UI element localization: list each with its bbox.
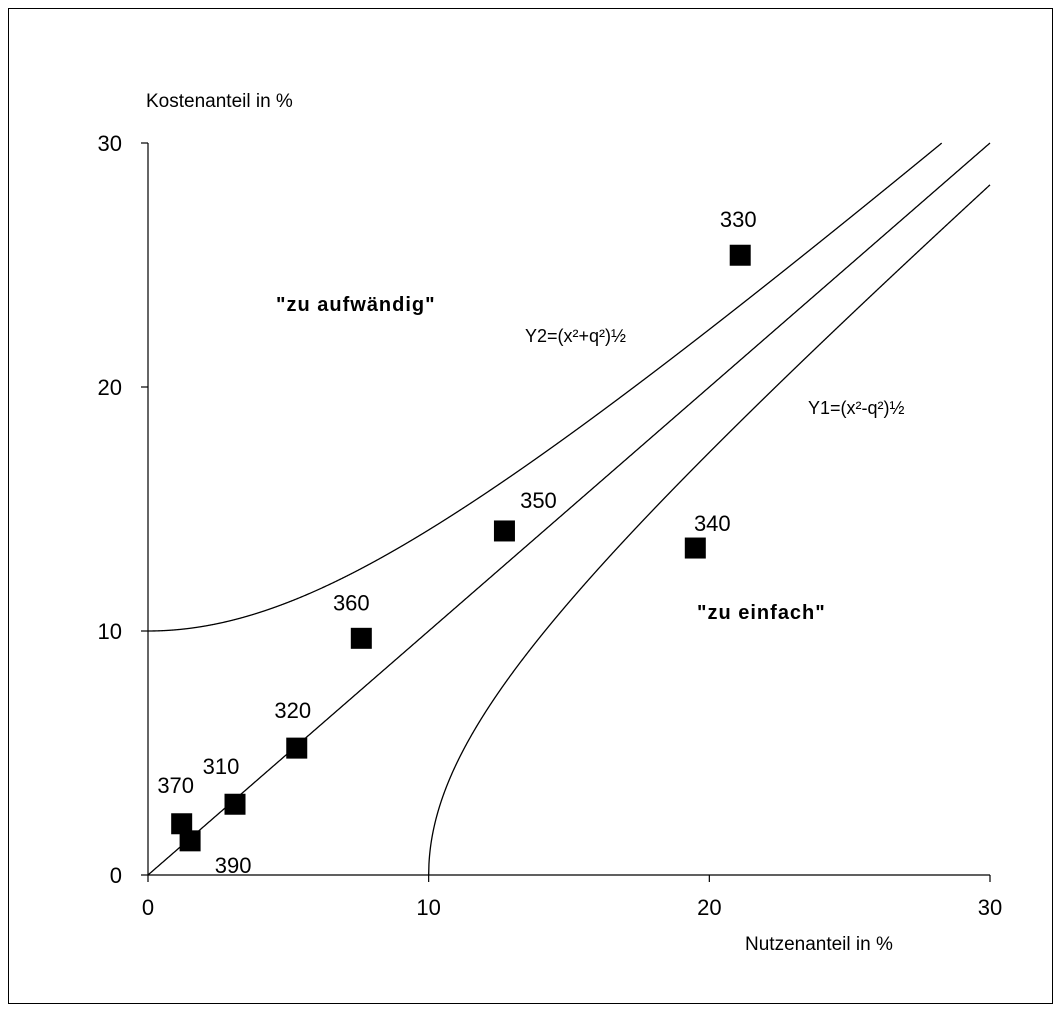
point-label-330: 330 (720, 207, 757, 232)
point-label-320: 320 (274, 698, 311, 723)
y-tick-label: 10 (98, 619, 122, 644)
y-tick-label: 20 (98, 375, 122, 400)
curve-label-y2: Y2=(x²+q²)½ (525, 326, 626, 346)
data-point-370 (171, 813, 193, 835)
y-tick-label: 30 (98, 131, 122, 156)
curve-y2 (148, 142, 943, 632)
curves (147, 142, 991, 876)
point-label-370: 370 (157, 773, 194, 798)
data-point-350 (493, 520, 515, 542)
curve-diagonal (147, 142, 991, 876)
axes (147, 143, 990, 876)
data-point-360 (350, 627, 372, 649)
x-tick-label: 0 (142, 895, 154, 920)
data-point-320 (286, 737, 308, 759)
point-label-340: 340 (694, 511, 731, 536)
curve-y1 (428, 184, 991, 876)
point-label-310: 310 (203, 754, 240, 779)
region-label-too-simple: "zu einfach" (697, 602, 826, 624)
data-point-330 (729, 244, 751, 266)
data-points: 310 320 330 340 350 360 370 390 (157, 207, 756, 878)
data-point-310 (224, 793, 246, 815)
y-tick-label: 0 (110, 863, 122, 888)
point-label-350: 350 (520, 488, 557, 513)
x-tick-label: 10 (416, 895, 440, 920)
data-point-340 (684, 537, 706, 559)
curve-label-y1: Y1=(x²-q²)½ (808, 398, 905, 418)
x-tick-label: 30 (978, 895, 1002, 920)
point-label-360: 360 (333, 590, 370, 615)
region-label-too-complex: "zu aufwändig" (276, 294, 436, 316)
y-axis-title: Kostenanteil in % (146, 91, 293, 112)
x-axis-title: Nutzenanteil in % (745, 934, 893, 955)
x-tick-label: 20 (697, 895, 721, 920)
ticks: 0 10 20 30 0 10 20 30 (98, 131, 1003, 920)
data-point-390 (179, 830, 201, 852)
chart-frame (8, 8, 1053, 1004)
point-label-390: 390 (215, 853, 252, 878)
